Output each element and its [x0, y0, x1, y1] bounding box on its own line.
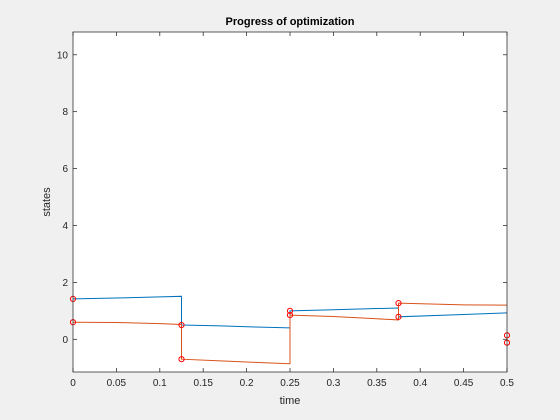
y-tick-label: 2: [62, 278, 68, 289]
x-tick-label: 0.2: [240, 378, 254, 389]
marker-point-3: [178, 321, 185, 329]
y-tick-label: 6: [62, 164, 68, 175]
x-tick-label: 0.4: [413, 378, 427, 389]
x-axis: 0 0.05 0.1 0.15 0.2 0.25 0.3 0.35 0.4 0.45 0.5: [70, 32, 514, 389]
x-tick-label: 0.45: [454, 378, 474, 389]
marker-point-7: [395, 300, 402, 307]
chart-title: Progress of optimization: [226, 16, 355, 28]
x-tick-label: 0.3: [326, 378, 340, 389]
x-tick-label: 0.15: [193, 378, 213, 389]
x-tick-label: 0.35: [367, 378, 387, 389]
y-tick-label: 4: [62, 221, 68, 232]
x-tick-label: 0.25: [280, 378, 300, 389]
marker-point-8: [395, 313, 402, 320]
y-axis-label: states: [41, 187, 53, 217]
x-tick-label: 0.1: [153, 378, 167, 389]
y-tick-label: 0: [62, 335, 68, 346]
marker-point-6: [286, 312, 294, 319]
y-tick-label: 10: [57, 50, 69, 61]
x-tick-label: 0.05: [107, 378, 127, 389]
y-axis: 0 2 4 6 8 10: [57, 50, 507, 346]
series-line-2: [72, 302, 508, 365]
marker-point-4: [178, 356, 185, 363]
x-tick-label: 0: [70, 378, 76, 389]
x-tick-label: 0.5: [500, 378, 514, 389]
x-axis-label: time: [280, 395, 301, 407]
y-tick-label: 8: [62, 107, 68, 118]
marker-point-5: [286, 307, 294, 314]
